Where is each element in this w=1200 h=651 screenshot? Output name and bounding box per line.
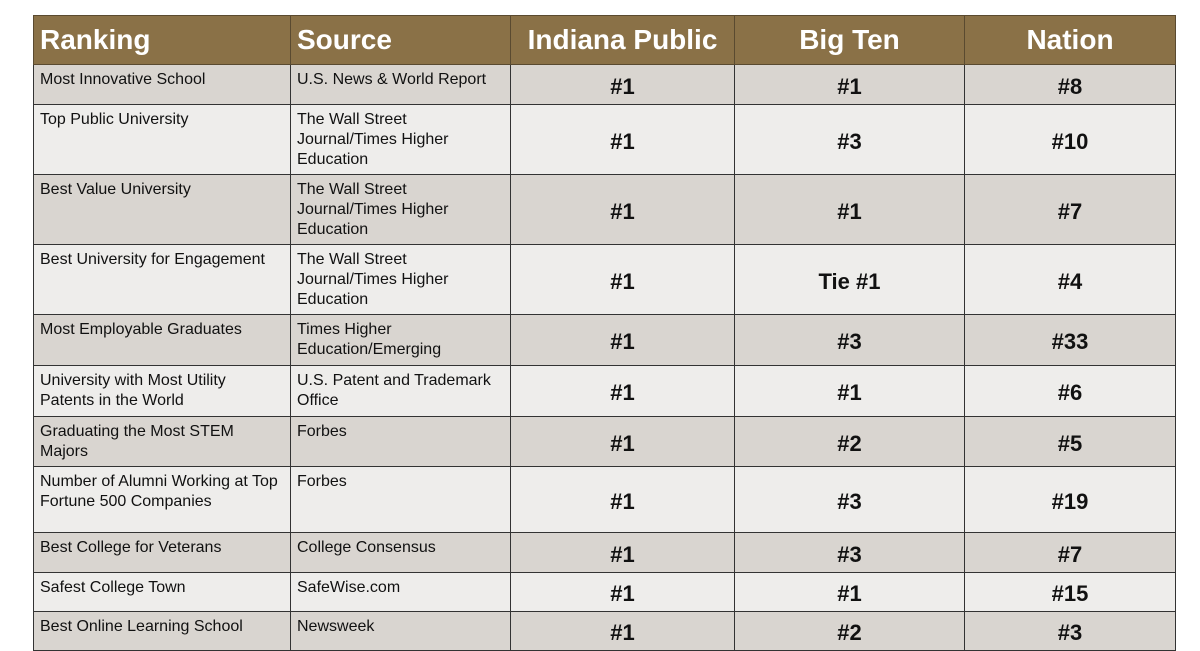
nation-rank-cell: #15 — [964, 572, 1176, 612]
ranking-cell: Most Employable Graduates — [33, 314, 291, 366]
source-cell: U.S. Patent and Trademark Office — [290, 365, 511, 417]
bigten-rank-cell: #1 — [734, 64, 965, 105]
nation-rank-cell: #10 — [964, 104, 1176, 175]
nation-rank-cell: #3 — [964, 611, 1176, 651]
indiana-rank-cell: #1 — [510, 416, 735, 467]
bigten-rank-cell: #2 — [734, 416, 965, 467]
source-cell: U.S. News & World Report — [290, 64, 511, 105]
table-row: Best College for Veterans College Consen… — [33, 532, 1176, 573]
bigten-rank-cell: #2 — [734, 611, 965, 651]
bigten-rank-cell: #3 — [734, 104, 965, 175]
header-indiana-public: Indiana Public — [510, 15, 735, 65]
ranking-cell: Safest College Town — [33, 572, 291, 612]
source-cell: Times Higher Education/Emerging — [290, 314, 511, 366]
nation-rank-cell: #19 — [964, 466, 1176, 533]
table-row: Number of Alumni Working at Top Fortune … — [33, 466, 1176, 533]
source-cell: Forbes — [290, 416, 511, 467]
header-big-ten: Big Ten — [734, 15, 965, 65]
header-ranking: Ranking — [33, 15, 291, 65]
ranking-cell: University with Most Utility Patents in … — [33, 365, 291, 417]
bigten-rank-cell: #1 — [734, 572, 965, 612]
table-row: Most Innovative School U.S. News & World… — [33, 64, 1176, 105]
nation-rank-cell: #33 — [964, 314, 1176, 366]
indiana-rank-cell: #1 — [510, 365, 735, 417]
indiana-rank-cell: #1 — [510, 174, 735, 245]
bigten-rank-cell: #1 — [734, 174, 965, 245]
ranking-cell: Best Value University — [33, 174, 291, 245]
ranking-cell: Most Innovative School — [33, 64, 291, 105]
ranking-cell: Best College for Veterans — [33, 532, 291, 573]
header-row: Ranking Source Indiana Public Big Ten Na… — [33, 15, 1176, 65]
table-row: University with Most Utility Patents in … — [33, 365, 1176, 417]
nation-rank-cell: #6 — [964, 365, 1176, 417]
table-row: Graduating the Most STEM Majors Forbes #… — [33, 416, 1176, 467]
nation-rank-cell: #8 — [964, 64, 1176, 105]
source-cell: Forbes — [290, 466, 511, 533]
source-cell: The Wall Street Journal/Times Higher Edu… — [290, 244, 511, 315]
indiana-rank-cell: #1 — [510, 314, 735, 366]
nation-rank-cell: #4 — [964, 244, 1176, 315]
indiana-rank-cell: #1 — [510, 244, 735, 315]
nation-rank-cell: #7 — [964, 532, 1176, 573]
source-cell: SafeWise.com — [290, 572, 511, 612]
indiana-rank-cell: #1 — [510, 572, 735, 612]
bigten-rank-cell: #3 — [734, 314, 965, 366]
source-cell: The Wall Street Journal/Times Higher Edu… — [290, 174, 511, 245]
ranking-cell: Top Public University — [33, 104, 291, 175]
bigten-rank-cell: Tie #1 — [734, 244, 965, 315]
source-cell: College Consensus — [290, 532, 511, 573]
bigten-rank-cell: #3 — [734, 532, 965, 573]
indiana-rank-cell: #1 — [510, 611, 735, 651]
header-source: Source — [290, 15, 511, 65]
nation-rank-cell: #7 — [964, 174, 1176, 245]
indiana-rank-cell: #1 — [510, 64, 735, 105]
indiana-rank-cell: #1 — [510, 532, 735, 573]
bigten-rank-cell: #1 — [734, 365, 965, 417]
rankings-table: Ranking Source Indiana Public Big Ten Na… — [33, 15, 1176, 651]
ranking-cell: Graduating the Most STEM Majors — [33, 416, 291, 467]
table-row: Most Employable Graduates Times Higher E… — [33, 314, 1176, 366]
table-row: Best Value University The Wall Street Jo… — [33, 174, 1176, 245]
table-row: Top Public University The Wall Street Jo… — [33, 104, 1176, 175]
ranking-cell: Number of Alumni Working at Top Fortune … — [33, 466, 291, 533]
table-row: Best Online Learning School Newsweek #1 … — [33, 611, 1176, 651]
ranking-cell: Best Online Learning School — [33, 611, 291, 651]
table-row: Best University for Engagement The Wall … — [33, 244, 1176, 315]
indiana-rank-cell: #1 — [510, 104, 735, 175]
source-cell: Newsweek — [290, 611, 511, 651]
table-row: Safest College Town SafeWise.com #1 #1 #… — [33, 572, 1176, 612]
nation-rank-cell: #5 — [964, 416, 1176, 467]
header-nation: Nation — [964, 15, 1176, 65]
source-cell: The Wall Street Journal/Times Higher Edu… — [290, 104, 511, 175]
rankings-table-container: Ranking Source Indiana Public Big Ten Na… — [33, 15, 1176, 651]
bigten-rank-cell: #3 — [734, 466, 965, 533]
indiana-rank-cell: #1 — [510, 466, 735, 533]
ranking-cell: Best University for Engagement — [33, 244, 291, 315]
